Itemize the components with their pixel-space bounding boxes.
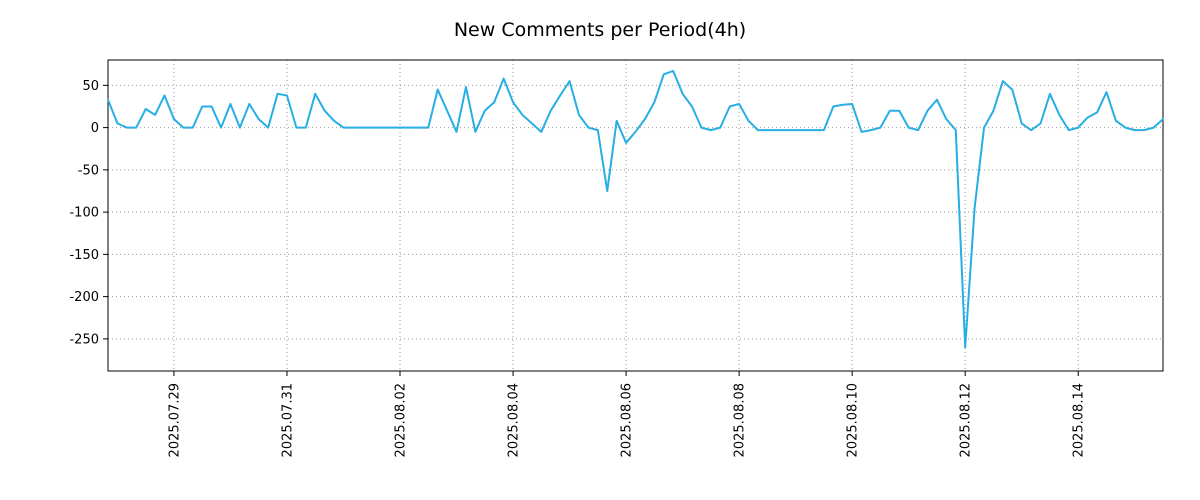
x-tick-label: 2025.08.10 [846,383,861,457]
y-tick-label: -200 [69,290,99,305]
y-tick-label: 0 [91,121,99,136]
y-tick-label: -150 [69,248,99,263]
chart-title: New Comments per Period(4h) [453,19,747,41]
x-tick-label: 2025.08.14 [1072,383,1087,457]
x-tick-label: 2025.07.31 [280,383,295,457]
x-tick-label: 2025.08.12 [959,383,974,457]
x-tick-label: 2025.08.08 [733,383,748,457]
x-tick-label: 2025.08.02 [394,383,409,457]
y-tick-label: -250 [69,332,99,347]
x-tick-label: 2025.08.04 [507,383,522,457]
y-tick-label: -50 [78,163,99,178]
plot-border [107,59,1164,372]
x-tick-label: 2025.08.06 [620,383,635,457]
x-tick-label: 2025.07.29 [167,383,182,457]
y-tick-label: 50 [82,79,99,94]
y-tick-label: -100 [69,206,99,221]
series-line-new-comments [107,69,1164,349]
